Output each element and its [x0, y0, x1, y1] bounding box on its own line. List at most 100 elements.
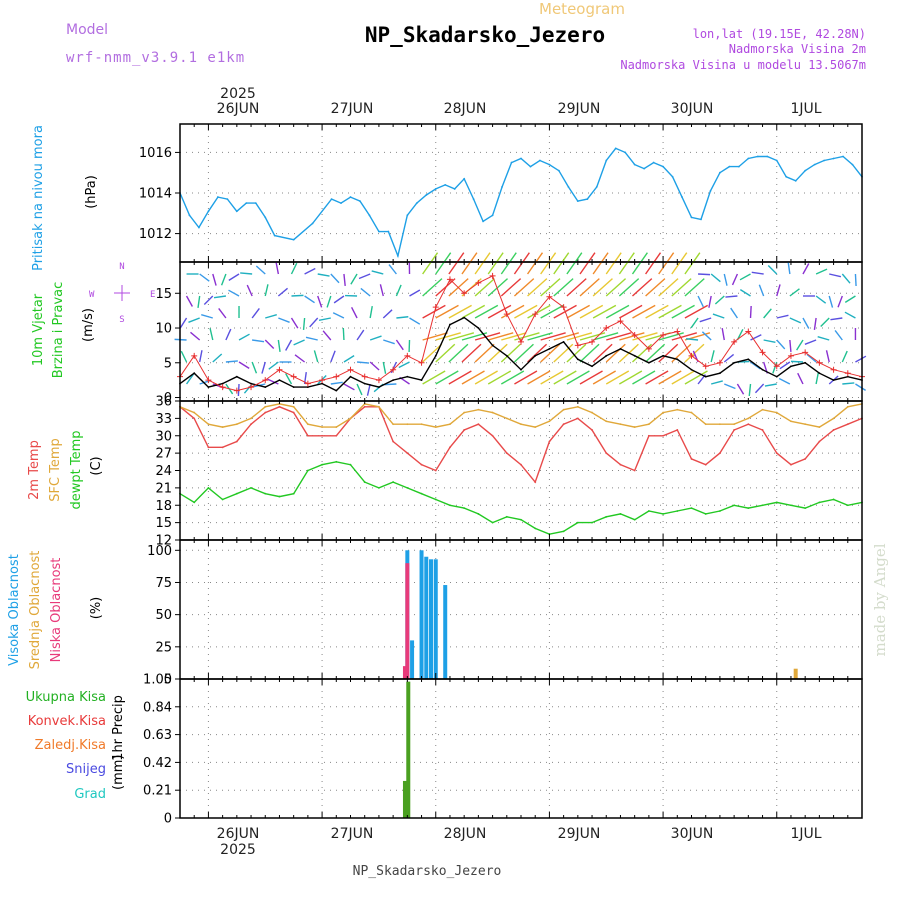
wind-gust-marker	[404, 352, 411, 359]
temperature-panel: 12 15 18 21 24 27 30 33 36	[155, 395, 863, 549]
wind-barb	[749, 305, 752, 319]
top-day-label: 1JUL	[790, 101, 821, 117]
wind-barb	[514, 304, 538, 319]
temperature-data-point	[804, 507, 807, 510]
wind-barb	[671, 304, 695, 319]
wind-barb	[487, 304, 512, 319]
pressure-data-point	[595, 186, 598, 188]
wind-barb	[632, 332, 658, 341]
temperature-data-point	[747, 417, 750, 420]
wind-barb	[409, 317, 421, 325]
wind-barb	[815, 295, 827, 304]
cloud-tick-label: 25	[155, 640, 172, 655]
wind-barb	[435, 343, 456, 363]
wind-gust-marker	[645, 345, 652, 352]
wind-barb	[333, 295, 345, 304]
wind-barb	[384, 383, 397, 386]
wind-barb	[422, 343, 443, 363]
temperature-data-point	[335, 460, 338, 463]
wind-barb	[500, 278, 522, 297]
wind-barb	[285, 373, 293, 385]
wind-barb	[275, 262, 280, 275]
wind-barb	[619, 332, 645, 341]
pressure-data-point	[785, 175, 788, 178]
precip-legend-total: Ukupna Kisa	[26, 690, 106, 705]
temperature-data-point	[321, 463, 323, 466]
temperature-data-point	[477, 513, 480, 515]
temperature-data-point	[775, 501, 778, 504]
pressure-data-point	[605, 159, 608, 162]
wind-data-point	[363, 382, 366, 385]
wind-barb	[658, 343, 679, 363]
pressure-panel: 1012 1014 1016	[139, 123, 863, 263]
temperature-data-point	[505, 452, 508, 455]
temperature-data-point	[321, 426, 323, 428]
wind-barb	[240, 272, 253, 275]
wind-barb	[566, 304, 590, 319]
temperature-data-point	[292, 405, 295, 408]
wind-barb	[767, 265, 778, 275]
panel-labels: Pritisak na nivou mora (hPa) 10m Vjetar …	[7, 125, 155, 802]
pressure-data-point	[851, 163, 854, 166]
temperature-data-point	[790, 420, 792, 423]
wind-barb	[592, 343, 613, 363]
precip-tick-label: 0.63	[143, 728, 172, 743]
wind-barb	[500, 252, 517, 275]
temperature-data-point	[704, 513, 707, 515]
cloud-bar	[433, 559, 438, 679]
wind-barb	[317, 273, 330, 277]
wind-barb	[579, 332, 606, 341]
wind-barb	[395, 339, 404, 351]
wind-tick-label: 15	[155, 287, 172, 302]
pressure-data-point	[794, 179, 797, 182]
wind-barb	[758, 284, 765, 297]
temperature-data-point	[818, 440, 821, 443]
precip-legend-snow: Snijeg	[66, 762, 106, 777]
wind-barb	[763, 308, 772, 319]
wind-gust-marker	[589, 338, 596, 345]
wind-barb	[293, 339, 305, 346]
wind-data-point	[292, 386, 295, 388]
temperature-data-point	[662, 411, 664, 414]
wind-barb	[618, 252, 635, 275]
wind-barb	[815, 268, 828, 275]
temperature-data-point	[832, 429, 835, 431]
pressure-data-point	[652, 161, 655, 164]
wind-barb	[553, 343, 574, 363]
wind-barb	[592, 304, 617, 319]
temperature-data-point	[406, 423, 409, 426]
temperature-data-point	[335, 434, 338, 437]
wind-gust-marker	[844, 370, 851, 377]
wind-barb	[500, 304, 525, 319]
wind-barb	[842, 382, 855, 385]
footer: NP_Skadarsko_Jezero made by Angel	[353, 543, 889, 879]
wind-barb	[566, 252, 583, 275]
top-day-label: 26JUN	[217, 101, 260, 117]
wind-barb	[185, 373, 195, 385]
temperature-data-point	[605, 515, 608, 518]
pressure-data-point	[463, 177, 466, 180]
wind-barb	[350, 306, 358, 319]
temperature-tick-label: 15	[155, 516, 172, 531]
pressure-data-point	[614, 147, 617, 150]
pressure-data-point	[813, 163, 816, 166]
wind-barb	[369, 306, 373, 319]
temperature-data-point	[775, 452, 778, 455]
wind-barb	[855, 383, 866, 391]
temperature-data-point	[477, 423, 480, 426]
wind-gust-marker	[603, 325, 610, 332]
pressure-data-point	[539, 159, 541, 162]
wind-barb	[180, 350, 188, 363]
temperature-data-point	[392, 440, 395, 443]
wind-barb	[383, 339, 395, 345]
pressure-data-point	[501, 186, 503, 188]
wind-barb	[179, 317, 188, 329]
wind-barb	[277, 339, 281, 352]
temperature-data-point	[647, 510, 650, 512]
wind-gust-marker	[262, 377, 269, 384]
cloud-high-label: Visoka Oblacnost	[7, 554, 22, 666]
wind-data-point	[733, 361, 736, 364]
wind-barb	[461, 370, 485, 385]
pressure-data-point	[216, 196, 219, 198]
wind-barb	[435, 370, 459, 385]
